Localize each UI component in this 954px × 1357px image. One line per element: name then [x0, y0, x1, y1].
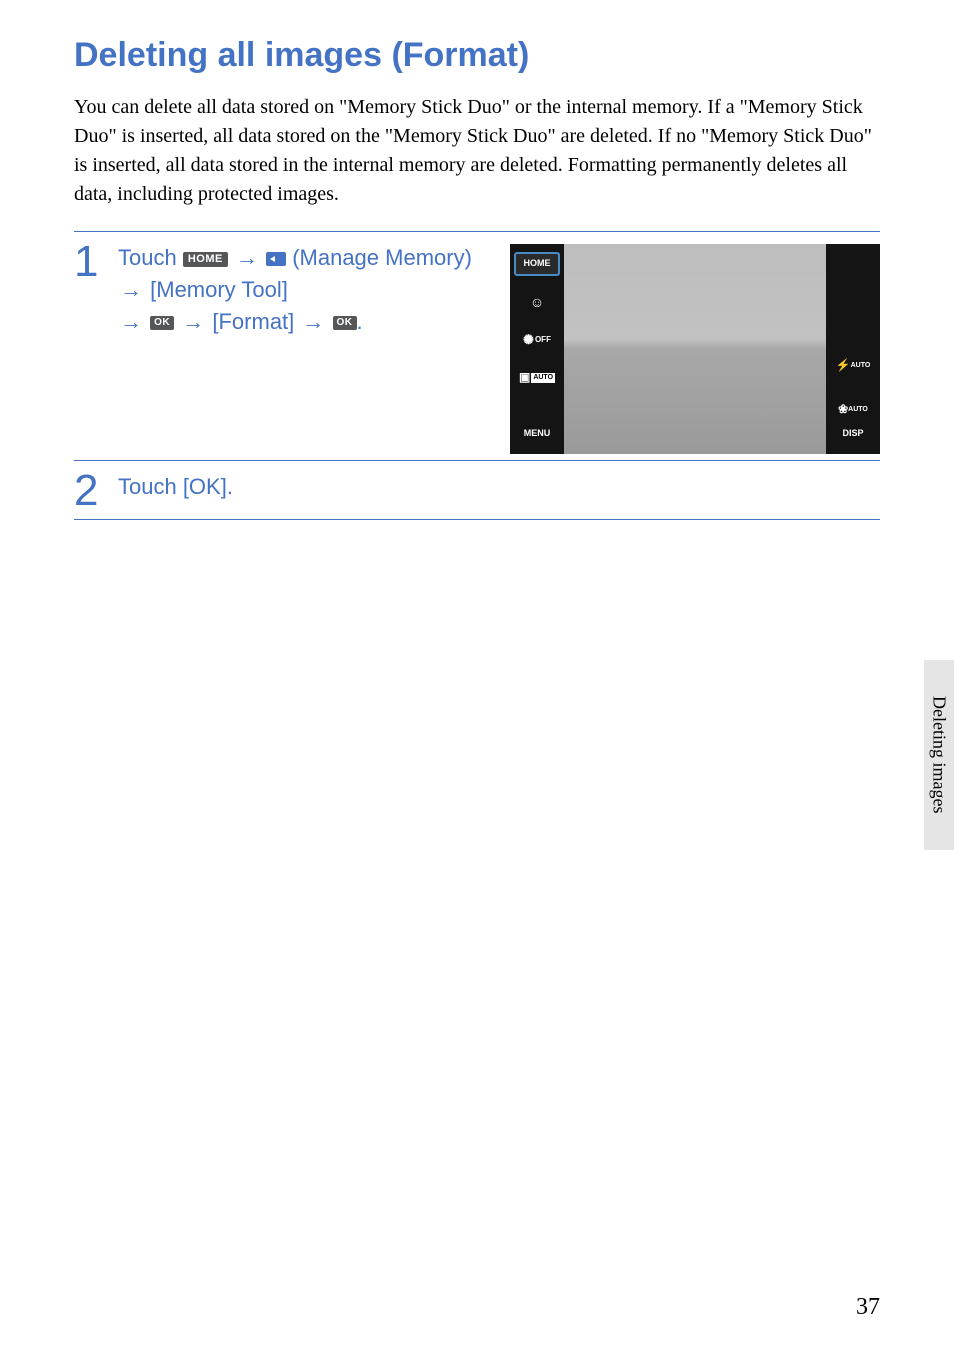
section-tab: Deleting images: [924, 660, 954, 850]
arrow-icon: →: [120, 306, 142, 338]
camera-photo-area: [510, 244, 880, 454]
home-chip-icon: HOME: [183, 252, 228, 267]
flash-auto-icon[interactable]: ⚡AUTO: [830, 354, 876, 378]
period: .: [357, 309, 363, 334]
mode-auto-icon[interactable]: ▣AUTO: [514, 366, 560, 390]
page-number: 37: [856, 1294, 880, 1321]
camera-right-sidebar: ⚡AUTO ❀AUTO DISP: [826, 244, 880, 454]
arrow-icon: →: [120, 274, 142, 306]
arrow-icon: →: [236, 242, 258, 274]
page: Deleting all images (Format) You can del…: [0, 0, 954, 1357]
manage-memory-icon: [266, 252, 286, 266]
arrow-icon: →: [302, 306, 324, 338]
section-tab-label: Deleting images: [929, 696, 950, 813]
macro-auto-icon[interactable]: ❀AUTO: [830, 398, 876, 422]
menu-button[interactable]: MENU: [514, 422, 560, 446]
step-1: 1 Touch HOME → (Manage Memory) → [Memory…: [74, 231, 880, 461]
manage-memory-label: (Manage Memory): [292, 245, 472, 270]
home-button[interactable]: HOME: [514, 252, 560, 276]
step-2: 2 Touch [OK].: [74, 461, 880, 520]
page-title: Deleting all images (Format): [74, 36, 880, 75]
memory-tool-label: [Memory Tool]: [150, 277, 288, 302]
ok-chip-icon: OK: [333, 316, 357, 330]
step-2-text: Touch [OK].: [118, 467, 880, 513]
camera-left-sidebar: HOME ☺ ✺OFF ▣AUTO MENU: [510, 244, 564, 454]
step-1-text: Touch HOME → (Manage Memory) → [Memory T…: [118, 242, 500, 338]
smile-icon[interactable]: ☺: [514, 290, 560, 314]
touch-label: Touch: [118, 245, 183, 270]
intro-paragraph: You can delete all data stored on "Memor…: [74, 93, 880, 209]
arrow-icon: →: [182, 306, 204, 338]
step-number-1: 1: [74, 238, 118, 454]
format-label: [Format]: [212, 309, 300, 334]
camera-screenshot: HOME ☺ ✺OFF ▣AUTO MENU: [510, 244, 880, 454]
timer-off-icon[interactable]: ✺OFF: [514, 328, 560, 352]
disp-button[interactable]: DISP: [830, 422, 876, 446]
ok-chip-icon: OK: [150, 316, 174, 330]
step-number-2: 2: [74, 467, 118, 513]
